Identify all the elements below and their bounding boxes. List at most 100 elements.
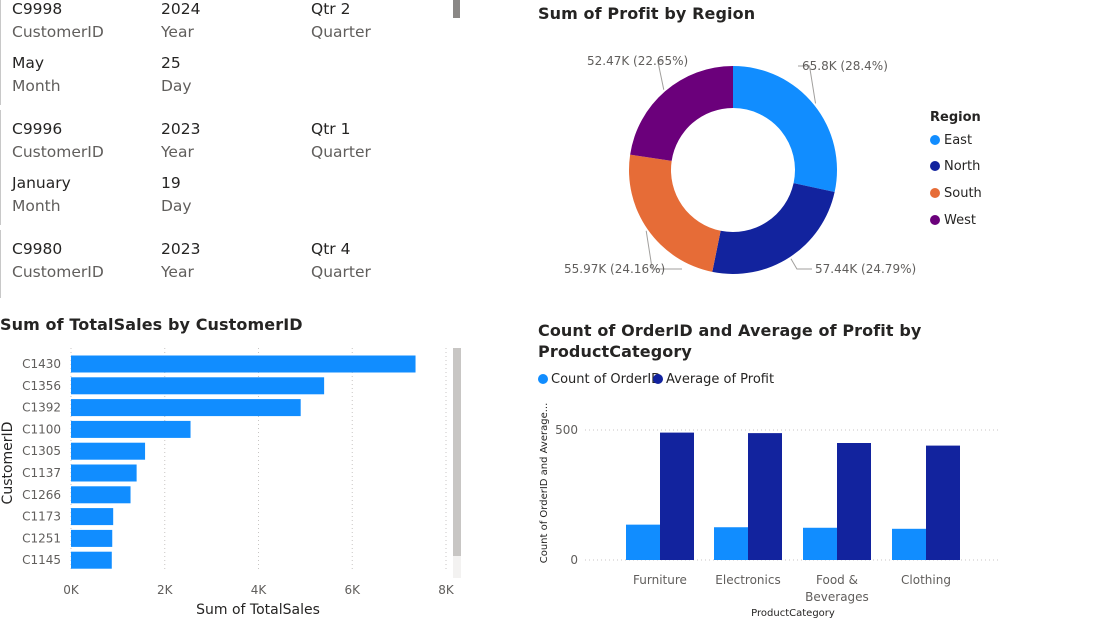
year-label: Year xyxy=(161,263,194,281)
category-label-clothing: Clothing xyxy=(901,573,951,587)
combo-y-axis-title: Count of OrderID and Average... xyxy=(539,403,550,564)
bar-y-axis-title: CustomerID xyxy=(0,422,16,505)
donut-slice-north[interactable] xyxy=(712,183,835,274)
combo-y-tick-0: 0 xyxy=(570,553,578,567)
category-label-food-beverages-line1: Food & xyxy=(816,573,858,587)
quarter-value: Qtr 2 xyxy=(311,0,351,18)
customer-id-label: CustomerID xyxy=(12,263,104,281)
combo-x-axis-title: ProductCategory xyxy=(751,608,835,619)
combo-chart-title-line1: Count of OrderID and Average of Profit b… xyxy=(538,321,922,340)
quarter-label: Quarter xyxy=(311,263,371,281)
bar-category-label: C1173 xyxy=(22,510,61,524)
record-card-list: C9998 CustomerID 2024 Year Qtr 2 Quarter… xyxy=(0,0,465,298)
category-label-food-beverages-line2: Beverages xyxy=(805,590,869,604)
bar-c1100[interactable] xyxy=(71,420,191,438)
record-card[interactable]: C9998 CustomerID 2024 Year Qtr 2 Quarter… xyxy=(0,0,451,105)
bar-c1392[interactable] xyxy=(71,399,301,417)
customer-id-label: CustomerID xyxy=(12,23,104,41)
west-legend-dot xyxy=(930,215,940,225)
avg-profit-bar-electronics[interactable] xyxy=(748,433,782,560)
bar-x-tick-label: 0K xyxy=(63,583,80,597)
avg-legend-dot xyxy=(653,374,663,384)
north-legend-dot xyxy=(930,161,940,171)
month-value: May xyxy=(12,54,45,72)
donut-label-south: 55.97K (24.16%) xyxy=(564,262,665,276)
day-label: Day xyxy=(161,77,192,95)
avg-profit-bar-furniture[interactable] xyxy=(660,432,694,560)
quarter-value: Qtr 1 xyxy=(311,120,351,138)
bar-category-label: C1392 xyxy=(22,401,61,415)
legend-item-west[interactable]: West xyxy=(930,213,976,228)
bar-c1305[interactable] xyxy=(71,442,146,460)
bar-c1137[interactable] xyxy=(71,464,137,482)
combo-chart-title-line2: ProductCategory xyxy=(538,342,692,361)
legend-item-average-profit[interactable]: Average of Profit xyxy=(653,372,774,387)
bar-c1430[interactable] xyxy=(71,355,416,373)
bar-category-label: C1305 xyxy=(22,444,61,458)
count-bar-food-beverages[interactable] xyxy=(803,527,837,560)
bar-x-tick-label: 2K xyxy=(157,583,174,597)
bar-x-tick-label: 8K xyxy=(438,583,455,597)
bar-x-axis-title: Sum of TotalSales xyxy=(196,602,320,618)
donut-chart: 65.8K (28.4%) 57.44K (24.79%) 55.97K (24… xyxy=(564,54,916,276)
legend-item-north[interactable]: North xyxy=(930,159,980,174)
sales-bar-chart: C1430 C1356 C1392 C1100 C1305 C1137 C1266 C1173… xyxy=(0,348,461,618)
count-legend-dot xyxy=(538,374,548,384)
month-label: Month xyxy=(12,77,61,95)
bar-category-label: C1137 xyxy=(22,466,61,480)
bar-c1145[interactable] xyxy=(71,551,112,569)
bar-category-label: C1100 xyxy=(22,422,61,436)
donut-leader-line-west xyxy=(657,60,665,90)
donut-label-west: 52.47K (22.65%) xyxy=(587,54,688,68)
customer-id-value: C9980 xyxy=(12,240,63,258)
customer-id-label: CustomerID xyxy=(12,143,104,161)
category-label-electronics: Electronics xyxy=(715,573,780,587)
donut-slice-east[interactable] xyxy=(733,66,837,193)
combo-y-tick-500: 500 xyxy=(555,423,578,437)
bar-c1266[interactable] xyxy=(71,486,131,504)
donut-label-east: 65.8K (28.4%) xyxy=(802,59,888,73)
bar-x-tick-label: 4K xyxy=(251,583,268,597)
combo-column-chart: 500 0 Count of OrderID and Average... Fu… xyxy=(539,403,998,619)
bar-category-label: C1356 xyxy=(22,379,61,393)
month-label: Month xyxy=(12,197,61,215)
bar-category-label: C1430 xyxy=(22,357,61,371)
east-legend-dot xyxy=(930,135,940,145)
bar-scrollbar-thumb[interactable] xyxy=(453,348,461,556)
donut-label-north: 57.44K (24.79%) xyxy=(815,262,916,276)
bar-category-label: C1251 xyxy=(22,531,61,545)
avg-profit-bar-food-beverages[interactable] xyxy=(837,443,871,560)
record-card[interactable]: C9996 CustomerID 2023 Year Qtr 1 Quarter… xyxy=(0,110,451,225)
donut-leader-line-north xyxy=(790,258,812,270)
legend-item-east[interactable]: East xyxy=(930,133,972,148)
year-value: 2023 xyxy=(161,120,201,138)
day-value: 19 xyxy=(161,174,181,192)
count-bar-electronics[interactable] xyxy=(714,527,748,560)
year-label: Year xyxy=(161,23,194,41)
avg-profit-bar-clothing[interactable] xyxy=(926,445,960,560)
legend-item-count-orderid[interactable]: Count of OrderID xyxy=(538,372,661,387)
bar-chart-title: Sum of TotalSales by CustomerID xyxy=(0,315,303,334)
legend-item-south[interactable]: South xyxy=(930,186,982,201)
year-value: 2024 xyxy=(161,0,201,18)
record-card[interactable]: C9980 CustomerID 2023 Year Qtr 4 Quarter xyxy=(0,230,451,298)
donut-slice-south[interactable] xyxy=(629,154,721,272)
category-label-furniture: Furniture xyxy=(633,573,687,587)
bar-x-tick-label: 6K xyxy=(344,583,361,597)
bar-c1356[interactable] xyxy=(71,377,325,395)
customer-id-value: C9998 xyxy=(12,0,63,18)
quarter-label: Quarter xyxy=(311,143,371,161)
count-bar-clothing[interactable] xyxy=(892,528,926,560)
year-label: Year xyxy=(161,143,194,161)
bar-c1251[interactable] xyxy=(71,529,113,547)
count-bar-furniture[interactable] xyxy=(626,524,660,560)
donut-leader-line-east xyxy=(798,65,817,104)
bar-c1173[interactable] xyxy=(71,508,114,526)
donut-leader-line-south xyxy=(645,230,682,270)
region-legend-title: Region xyxy=(930,110,981,125)
donut-slice-west[interactable] xyxy=(630,66,733,161)
donut-chart-title: Sum of Profit by Region xyxy=(538,4,756,23)
card-list-scrollbar-thumb[interactable] xyxy=(453,0,460,18)
south-legend-dot xyxy=(930,188,940,198)
month-value: January xyxy=(12,174,71,192)
